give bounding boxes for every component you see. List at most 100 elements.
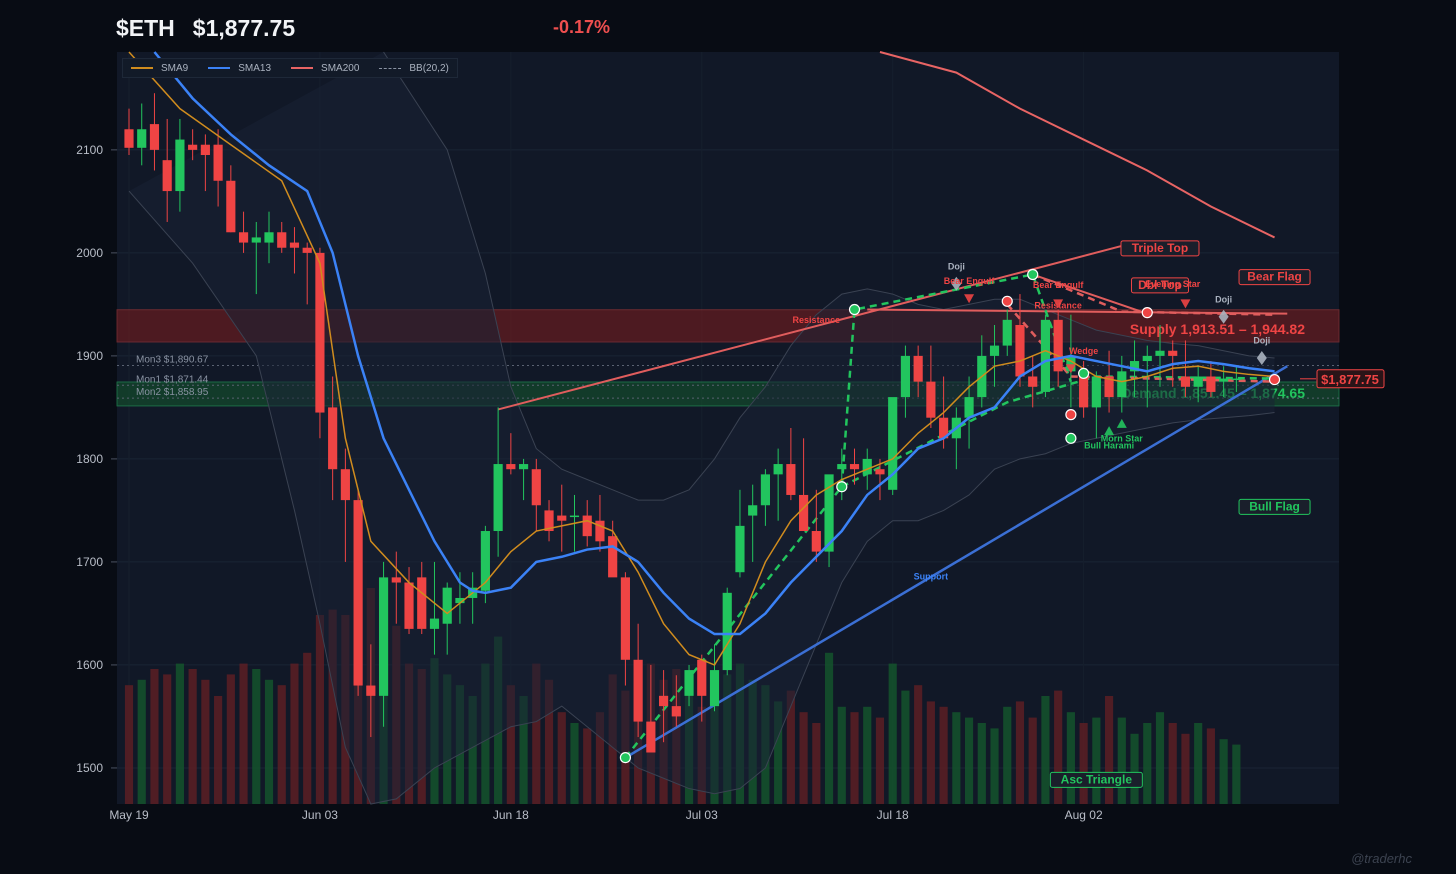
- pattern-label-box: [1130, 277, 1189, 294]
- volume-bar: [506, 685, 515, 804]
- legend-item: SMA9: [131, 63, 188, 74]
- x-tick-label: Aug 02: [1065, 808, 1103, 822]
- candle-body: [251, 237, 261, 243]
- legend-item: SMA200: [291, 63, 359, 74]
- pattern-marker: [1180, 299, 1191, 309]
- candle-body: [264, 232, 274, 243]
- pivot-point: [1141, 307, 1153, 319]
- candle-body: [277, 232, 287, 248]
- volume-bar: [875, 717, 885, 804]
- volume-bar: [328, 609, 337, 804]
- volume-bar: [1155, 712, 1165, 804]
- volume-bar: [544, 679, 554, 804]
- candle-body: [302, 247, 312, 253]
- candle-body: [149, 124, 160, 150]
- volume-bar: [290, 663, 299, 804]
- volume-bar: [1232, 744, 1241, 804]
- monthly-level-label: Mon3 $1,890.67: [136, 355, 209, 366]
- candle-body: [1129, 361, 1140, 372]
- candle-body: [900, 355, 911, 398]
- candle-body: [238, 232, 249, 243]
- resistance-trendline: [1032, 273, 1148, 315]
- candle-body: [608, 536, 618, 578]
- y-tick-label: 1900: [76, 349, 103, 363]
- volume-bar: [1054, 690, 1063, 804]
- pattern-label: Bull Flag: [1249, 499, 1300, 513]
- x-tick-label: May 19: [109, 808, 149, 822]
- candle-body: [862, 458, 872, 475]
- candle-body: [455, 597, 465, 604]
- volume-bar: [1105, 696, 1114, 804]
- volume-bar: [1041, 696, 1050, 804]
- ticker-symbol: $ETH: [116, 14, 175, 41]
- volume-bar: [175, 663, 184, 804]
- candle-body: [506, 464, 516, 470]
- pattern-label: Wedge: [1069, 346, 1098, 356]
- candle-body: [226, 180, 236, 233]
- volume-bar: [583, 728, 592, 804]
- support-trendline: [624, 365, 1288, 759]
- bb-upper-line: [383, 51, 1275, 501]
- candle-body: [939, 417, 949, 439]
- watermark: @traderhc: [1351, 851, 1412, 866]
- volume-bar: [264, 679, 274, 804]
- volume-bar: [315, 615, 324, 804]
- monthly-level-label: Mon2 $1,858.95: [136, 387, 209, 398]
- candle-body: [429, 618, 440, 629]
- moving-averages: [128, 51, 1275, 666]
- candle-body: [175, 139, 185, 192]
- candle-body: [989, 345, 1000, 356]
- candle-body: [1002, 319, 1012, 346]
- pattern-label: Resistance: [793, 315, 841, 325]
- candle-body: [391, 577, 401, 583]
- volume-bar: [990, 728, 999, 804]
- volume-bar: [1130, 733, 1139, 804]
- candle-body: [1219, 378, 1229, 382]
- volume-bar: [1117, 717, 1126, 804]
- legend-swatch: [131, 67, 153, 69]
- candle-body: [799, 494, 809, 532]
- x-tick-label: Jun 03: [302, 808, 338, 822]
- candle-body: [875, 469, 885, 475]
- candle-body: [289, 242, 300, 248]
- pattern-annotations: Triple Top Bear Flag Dbl Top Bull Flag Asc T…: [619, 240, 1385, 788]
- volume-bar: [812, 723, 821, 804]
- candle-body: [353, 500, 363, 686]
- volume-bar: [837, 706, 846, 804]
- last-price: $1,877.75: [192, 14, 296, 41]
- candle-body: [544, 510, 554, 532]
- legend-swatch: [291, 67, 314, 69]
- candle-body: [493, 464, 503, 532]
- volume-bar: [188, 669, 197, 804]
- candle-body: [1091, 376, 1101, 408]
- candle-body: [633, 659, 643, 722]
- pattern-marker: [1218, 309, 1229, 324]
- volume-bar: [850, 712, 859, 804]
- candle-body: [1231, 378, 1241, 381]
- sma13-line: [153, 51, 1275, 636]
- candle-body: [1104, 376, 1114, 398]
- volume-bar: [532, 663, 541, 804]
- candle-body: [1193, 376, 1203, 387]
- volume-bar: [303, 652, 312, 804]
- candle-body: [926, 381, 936, 418]
- bollinger-bands: [128, 51, 1275, 805]
- candle-body: [888, 397, 898, 490]
- legend-label: SMA200: [321, 62, 360, 74]
- volume-bar: [570, 723, 579, 804]
- sma9-line: [128, 51, 1275, 666]
- pattern-label: Dbl Top: [1138, 278, 1182, 292]
- candle-body: [811, 531, 821, 552]
- candle-body: [646, 721, 656, 753]
- legend-item: SMA13: [208, 63, 271, 74]
- volume-bar: [1079, 723, 1088, 804]
- candle-body: [531, 469, 541, 506]
- candles: [124, 93, 1241, 753]
- candle-body: [1053, 319, 1063, 372]
- candle-body: [442, 587, 452, 624]
- candle-body: [722, 592, 732, 671]
- candle-body: [480, 531, 490, 591]
- candle-body: [200, 144, 210, 156]
- x-tick-label: Jul 18: [877, 808, 909, 822]
- pattern-label: Doji: [1215, 294, 1232, 304]
